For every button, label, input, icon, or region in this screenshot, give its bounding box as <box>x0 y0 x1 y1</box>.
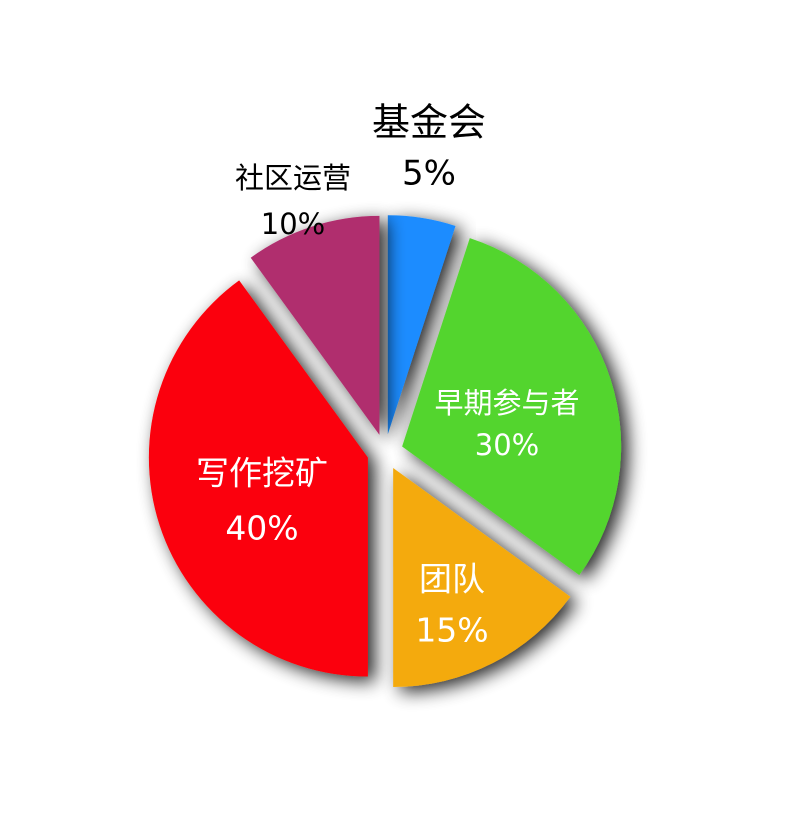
slice-percent-label: 40% <box>225 509 298 548</box>
pie-slice <box>393 468 571 688</box>
slice-label: 早期参与者 <box>434 386 579 420</box>
pie-slice <box>387 215 456 435</box>
pie-slice <box>402 238 622 576</box>
slice-label: 团队 <box>419 560 485 599</box>
slice-percent-label: 10% <box>261 207 325 241</box>
slice-label: 写作挖矿 <box>196 454 328 493</box>
slice-percent-label: 5% <box>402 154 456 194</box>
slice-label: 基金会 <box>372 101 486 145</box>
pie-slices <box>148 215 622 688</box>
pie-slice <box>148 280 368 677</box>
pie-labels: 基金会 5% 早期参与者 30% 团队 15% 写作挖矿 40% 社区运营 10% <box>196 101 580 650</box>
slice-percent-label: 15% <box>415 611 488 650</box>
pie-slice <box>250 215 380 435</box>
slice-percent-label: 30% <box>475 428 539 462</box>
slice-label: 社区运营 <box>235 161 351 195</box>
